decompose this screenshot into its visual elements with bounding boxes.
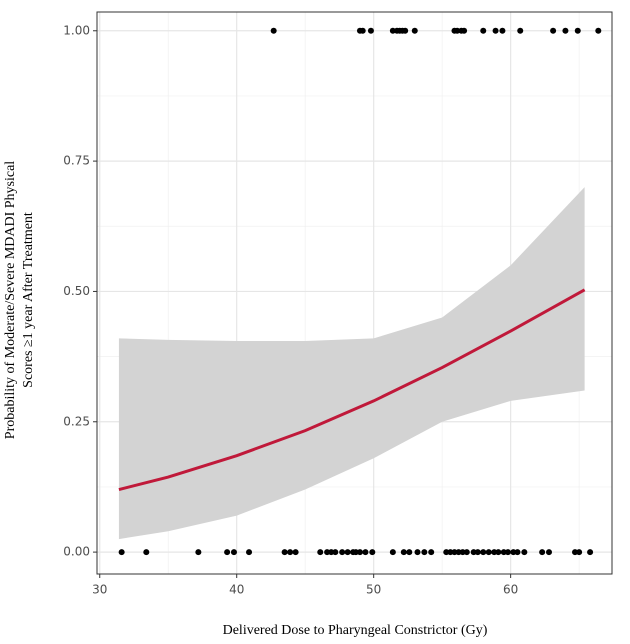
data-point bbox=[455, 549, 462, 556]
y-tick-label: 1.00 bbox=[63, 23, 90, 37]
y-tick-label: 0.50 bbox=[63, 284, 90, 298]
data-point bbox=[143, 549, 150, 556]
x-tick-label: 30 bbox=[92, 583, 107, 597]
data-point bbox=[367, 27, 374, 34]
data-point bbox=[389, 27, 396, 34]
data-point bbox=[362, 549, 369, 556]
data-point bbox=[402, 27, 409, 34]
data-point bbox=[454, 27, 461, 34]
x-tick-label: 40 bbox=[229, 583, 244, 597]
data-point bbox=[344, 549, 351, 556]
data-point bbox=[270, 27, 277, 34]
fit-line bbox=[118, 288, 586, 491]
data-point bbox=[339, 549, 346, 556]
data-point bbox=[480, 549, 487, 556]
data-point bbox=[328, 549, 335, 556]
data-point bbox=[428, 549, 435, 556]
data-point bbox=[539, 549, 546, 556]
data-point bbox=[514, 549, 521, 556]
data-point bbox=[246, 549, 253, 556]
data-point bbox=[521, 549, 528, 556]
data-point bbox=[463, 549, 470, 556]
data-point bbox=[574, 27, 581, 34]
data-point bbox=[369, 549, 376, 556]
data-point bbox=[356, 549, 363, 556]
data-point bbox=[414, 549, 421, 556]
data-point bbox=[359, 27, 366, 34]
data-point bbox=[281, 549, 288, 556]
data-point bbox=[195, 549, 202, 556]
data-point bbox=[459, 549, 466, 556]
data-point bbox=[352, 549, 359, 556]
y-tick-label: 0.75 bbox=[63, 154, 90, 168]
data-point bbox=[572, 549, 579, 556]
data-point bbox=[492, 27, 499, 34]
data-point bbox=[411, 27, 418, 34]
y-axis-title: Scores ≥1 year After Treatment bbox=[21, 212, 36, 388]
data-point bbox=[447, 549, 454, 556]
x-tick-label: 60 bbox=[503, 583, 518, 597]
x-axis-title: Delivered Dose to Pharyngeal Constrictor… bbox=[223, 623, 488, 638]
data-point bbox=[470, 549, 477, 556]
x-tick-label: 50 bbox=[366, 583, 381, 597]
y-tick-label: 0.25 bbox=[63, 414, 90, 428]
data-point bbox=[504, 549, 511, 556]
data-point bbox=[317, 549, 324, 556]
data-point bbox=[389, 549, 396, 556]
data-point bbox=[287, 549, 294, 556]
data-point bbox=[230, 549, 237, 556]
confidence-band bbox=[118, 187, 585, 540]
data-point bbox=[480, 27, 487, 34]
data-point bbox=[332, 549, 339, 556]
data-point bbox=[491, 549, 498, 556]
data-point bbox=[443, 549, 450, 556]
data-point bbox=[510, 549, 517, 556]
data-point bbox=[461, 27, 468, 34]
data-point bbox=[324, 549, 331, 556]
data-point bbox=[451, 549, 458, 556]
y-tick-label: 0.00 bbox=[63, 545, 90, 559]
data-point bbox=[421, 549, 428, 556]
data-point bbox=[495, 549, 502, 556]
data-point bbox=[587, 549, 594, 556]
data-point bbox=[499, 27, 506, 34]
data-point bbox=[224, 549, 231, 556]
data-point bbox=[576, 549, 583, 556]
data-point bbox=[485, 549, 492, 556]
data-point bbox=[474, 549, 481, 556]
data-point bbox=[595, 27, 602, 34]
data-point bbox=[400, 549, 407, 556]
data-point bbox=[118, 549, 125, 556]
data-point bbox=[562, 27, 569, 34]
data-point bbox=[406, 549, 413, 556]
data-point bbox=[545, 549, 552, 556]
y-axis-title: Probability of Moderate/Severe MDADI Phy… bbox=[3, 161, 18, 439]
data-point bbox=[292, 549, 299, 556]
data-point bbox=[550, 27, 557, 34]
data-point bbox=[517, 27, 524, 34]
data-point bbox=[500, 549, 507, 556]
panel-border bbox=[96, 11, 613, 575]
